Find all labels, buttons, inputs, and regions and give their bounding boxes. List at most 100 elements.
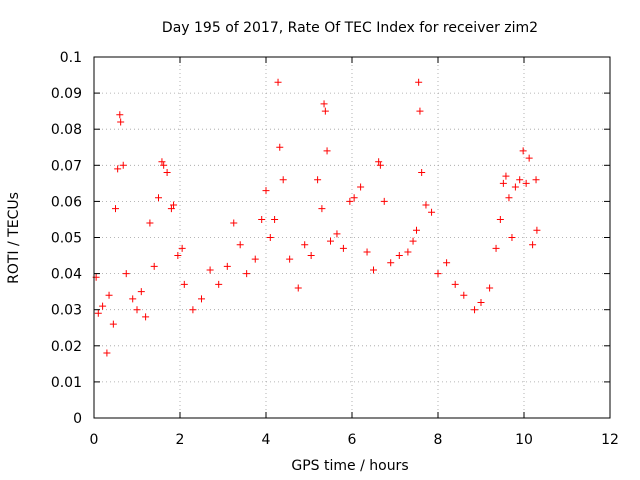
grid [94, 57, 610, 418]
data-point [160, 161, 168, 169]
data-point [471, 306, 479, 314]
data-point [105, 291, 113, 299]
data-point [262, 187, 270, 195]
data-point [133, 306, 141, 314]
data-point [94, 309, 102, 317]
data-point [223, 262, 231, 270]
data-point [525, 154, 533, 162]
data-point [529, 241, 537, 249]
data-point [502, 172, 510, 180]
data-point [318, 205, 326, 213]
data-point [416, 107, 424, 115]
data-point [170, 201, 178, 209]
data-point [122, 270, 130, 278]
data-point [236, 241, 244, 249]
data-point [178, 244, 186, 252]
data-point [532, 176, 540, 184]
data-point [109, 320, 117, 328]
data-point [320, 100, 328, 108]
axis-ticks: 0 2 4 6 8 10 12 0 0.01 0.02 0.03 0.04 0.05 0.06 0.07 0.… [51, 50, 619, 448]
data-point [174, 252, 182, 260]
data-point [499, 179, 507, 187]
data-point [294, 284, 302, 292]
data-point [286, 255, 294, 263]
data-point [413, 226, 420, 234]
y-tick-label: 0.04 [51, 267, 82, 283]
data-point [114, 165, 122, 173]
data-point [142, 313, 150, 321]
y-tick-label: 0.02 [51, 339, 82, 355]
data-point [180, 280, 188, 288]
data-point [357, 183, 365, 191]
data-point [505, 194, 513, 202]
data-point [117, 118, 125, 126]
y-tick-label: 0 [73, 411, 82, 427]
data-point [516, 176, 524, 184]
scatter-points [92, 78, 541, 357]
data-point [519, 147, 527, 155]
data-point [307, 252, 315, 260]
y-tick-label: 0.05 [51, 231, 82, 247]
data-point [418, 169, 426, 177]
y-tick-label: 0.08 [51, 122, 82, 138]
data-point [477, 298, 485, 306]
data-point [243, 270, 251, 278]
x-tick-label: 4 [262, 432, 271, 448]
data-point [404, 248, 412, 256]
data-point [496, 215, 504, 223]
data-point [150, 262, 158, 270]
data-point [428, 208, 436, 216]
data-point [533, 226, 541, 234]
x-tick-label: 2 [176, 432, 185, 448]
data-point [451, 280, 459, 288]
data-point [103, 349, 111, 357]
data-point [486, 284, 494, 292]
data-point [380, 197, 388, 205]
data-point [323, 147, 331, 155]
data-point [146, 219, 154, 227]
data-point [376, 161, 384, 169]
x-tick-label: 6 [348, 432, 357, 448]
data-point [119, 161, 127, 169]
data-point [350, 194, 358, 202]
data-point [422, 201, 430, 209]
y-tick-label: 0.01 [51, 375, 82, 391]
data-point [167, 205, 175, 213]
data-point [511, 183, 519, 191]
data-point [271, 215, 279, 223]
data-point [279, 176, 287, 184]
x-tick-label: 0 [90, 432, 99, 448]
data-point [258, 215, 266, 223]
data-point [395, 252, 403, 260]
data-point [198, 295, 205, 303]
data-point [346, 197, 354, 205]
data-point [206, 266, 214, 274]
data-point [415, 78, 423, 86]
data-point [112, 205, 119, 213]
data-point [434, 270, 442, 278]
data-point [339, 244, 347, 252]
data-point [492, 244, 500, 252]
y-axis-label: ROTI / TECUs [6, 192, 22, 284]
data-point [129, 295, 137, 303]
data-point [116, 111, 124, 119]
data-point [189, 306, 197, 314]
data-point [460, 291, 468, 299]
y-tick-label: 0.03 [51, 303, 82, 319]
data-point [327, 237, 334, 245]
data-point [301, 241, 309, 249]
data-point [375, 158, 383, 166]
x-axis-label: GPS time / hours [291, 458, 408, 474]
data-point [137, 288, 145, 296]
chart-title: Day 195 of 2017, Rate Of TEC Index for r… [162, 20, 538, 36]
data-point [251, 255, 259, 263]
data-point [99, 302, 107, 310]
y-tick-label: 0.07 [51, 158, 82, 174]
y-tick-label: 0.09 [51, 86, 82, 102]
data-point [409, 237, 417, 245]
y-tick-label: 0.06 [51, 194, 82, 210]
data-point [266, 234, 274, 241]
data-point [163, 169, 171, 177]
x-tick-label: 12 [601, 432, 619, 448]
